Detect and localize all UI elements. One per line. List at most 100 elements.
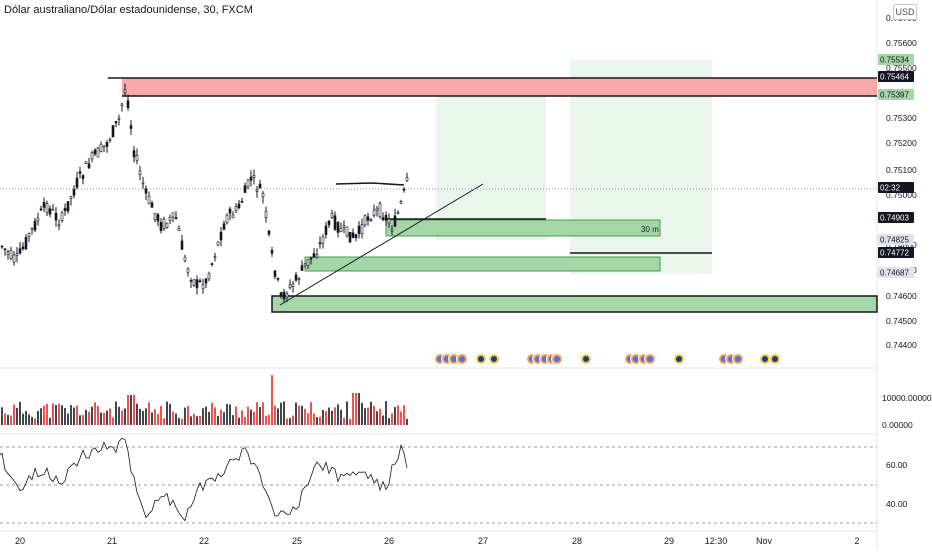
price-tag-bg[interactable]	[878, 71, 914, 82]
volume-bar	[10, 415, 12, 425]
volume-bar	[19, 401, 21, 425]
candle-body	[345, 226, 349, 237]
event-aud-flag-icon	[478, 356, 484, 362]
volume-bar	[118, 406, 120, 425]
volume-bar	[178, 417, 180, 425]
volume-bar	[241, 410, 243, 425]
price-tag-bg[interactable]	[878, 234, 914, 245]
candle-body	[243, 185, 247, 193]
top-line[interactable]	[335, 182, 405, 186]
resistance-zone[interactable]	[122, 78, 877, 96]
candle-body	[207, 273, 211, 280]
candle-body	[318, 242, 322, 245]
oscillator-line	[0, 438, 408, 522]
target-zone-1[interactable]	[436, 80, 546, 240]
volume-bar	[235, 406, 237, 425]
candle-body	[72, 189, 76, 196]
candle-body	[300, 265, 304, 271]
price-tag-bg[interactable]	[878, 267, 914, 278]
volume-bar	[397, 405, 399, 425]
candle-body	[150, 202, 154, 208]
volume-bar	[31, 416, 33, 425]
time-axis-label: Nov	[756, 536, 773, 546]
candle-body	[237, 203, 241, 209]
time-axis-label: 21	[107, 536, 117, 546]
volume-bar	[256, 402, 258, 425]
currency-badge[interactable]: USD	[893, 4, 917, 20]
price-axis-tick: 0.75200	[886, 138, 917, 148]
support-zone-1[interactable]	[385, 219, 661, 237]
time-axis-label: 29	[664, 536, 674, 546]
volume-bar	[55, 404, 57, 425]
candle-body	[111, 125, 115, 138]
candle-body	[306, 259, 310, 266]
volume-bar	[211, 402, 213, 425]
volume-bar	[187, 405, 189, 425]
price-tag-bg[interactable]	[878, 247, 914, 258]
volume-bar	[52, 403, 54, 425]
price-tag-bg[interactable]	[878, 54, 914, 65]
volume-bar	[232, 415, 234, 425]
support-zone-2[interactable]	[304, 256, 661, 272]
price-axis-tick: 0.75100	[886, 165, 917, 175]
candle-body	[99, 143, 103, 153]
candle-body	[342, 225, 346, 228]
price-tag-bg[interactable]	[878, 182, 914, 193]
candle-body	[0, 245, 4, 248]
price-tag-bg[interactable]	[878, 89, 914, 100]
volume-bar	[124, 408, 126, 425]
volume-bar	[139, 408, 141, 425]
candle-body	[144, 188, 148, 194]
candle-body	[324, 225, 328, 235]
volume-bar	[268, 414, 270, 425]
candle-body	[42, 201, 46, 208]
price-tag-label: 0.74825	[880, 236, 909, 245]
volume-bar	[391, 413, 393, 425]
volume-bar	[121, 410, 123, 425]
price-axis-tick: 0.74500	[886, 316, 917, 326]
volume-bar	[61, 405, 63, 425]
support-zone-3[interactable]	[271, 295, 878, 313]
volume-bar	[145, 408, 147, 425]
volume-bar	[142, 410, 144, 425]
symbol-title[interactable]: Dólar australiano/Dólar estadounidense, …	[4, 4, 253, 16]
volume-bar	[355, 393, 357, 425]
volume-bar	[343, 417, 345, 425]
candle-body	[18, 248, 22, 254]
trendline[interactable]	[279, 183, 484, 306]
volume-bar	[133, 395, 135, 425]
volume-bar	[229, 404, 231, 425]
candle-body	[348, 232, 352, 243]
volume-bar	[22, 413, 24, 425]
candle-body	[216, 241, 220, 246]
price-tag-label: 0.75464	[880, 73, 909, 82]
event-usd-flag-icon	[647, 356, 653, 362]
event-usd-flag-icon	[451, 356, 457, 362]
volume-bar	[262, 402, 264, 425]
volume-bar	[337, 404, 339, 425]
price-tag-bg[interactable]	[878, 212, 914, 223]
candle-body	[378, 203, 382, 218]
candle-body	[195, 279, 199, 289]
time-axis-label: 12:30	[705, 536, 728, 546]
candle-body	[312, 253, 316, 258]
price-tag-label: 0.75397	[880, 91, 909, 100]
time-axis-label: 2	[854, 536, 859, 546]
candle-body	[219, 231, 223, 241]
candle-body	[288, 284, 292, 289]
candle-body	[168, 217, 172, 221]
candle-body	[75, 177, 79, 188]
volume-bar	[13, 404, 15, 425]
candle-body	[369, 219, 373, 222]
volume-bar	[289, 418, 291, 425]
volume-bar	[205, 406, 207, 425]
volume-bar	[136, 403, 138, 425]
volume-bar	[154, 409, 156, 425]
volume-bar	[349, 418, 351, 425]
volume-bar	[325, 411, 327, 425]
candle-body	[399, 201, 403, 204]
volume-bar	[244, 416, 246, 425]
candle-body	[381, 217, 385, 221]
